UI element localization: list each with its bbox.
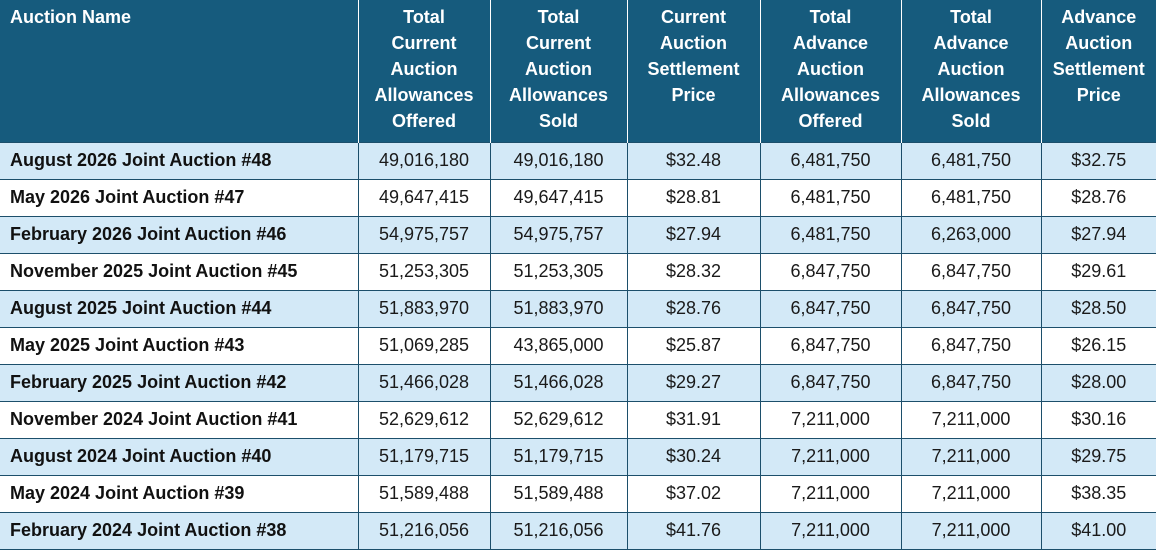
auction-name-cell: May 2024 Joint Auction #39	[0, 474, 359, 513]
table-row: May 2026 Joint Auction #47 49,647,415 49,6…	[0, 178, 1156, 217]
advance-price-cell: $30.16	[1040, 400, 1156, 439]
current-price-cell: $25.87	[626, 326, 761, 365]
advance-sold-cell: 6,481,750	[900, 141, 1042, 180]
auction-name-cell: May 2025 Joint Auction #43	[0, 326, 359, 365]
advance-price-cell: $29.75	[1040, 437, 1156, 476]
current-sold-cell: 52,629,612	[489, 400, 628, 439]
current-sold-cell: 51,589,488	[489, 474, 628, 513]
table-row: May 2024 Joint Auction #39 51,589,488 51,5…	[0, 474, 1156, 513]
current-price-cell: $28.32	[626, 252, 761, 291]
auction-name-cell: November 2025 Joint Auction #45	[0, 252, 359, 291]
table-row: February 2025 Joint Auction #42 51,466,02…	[0, 363, 1156, 402]
current-price-cell: $27.94	[626, 215, 761, 254]
current-sold-cell: 51,883,970	[489, 289, 628, 328]
current-sold-cell: 51,466,028	[489, 363, 628, 402]
table-row: August 2026 Joint Auction #48 49,016,180 4…	[0, 141, 1156, 180]
advance-sold-cell: 6,847,750	[900, 252, 1042, 291]
current-price-cell: $37.02	[626, 474, 761, 513]
auction-name-cell: November 2024 Joint Auction #41	[0, 400, 359, 439]
current-offered-cell: 54,975,757	[357, 215, 491, 254]
current-price-cell: $28.76	[626, 289, 761, 328]
current-sold-cell: 54,975,757	[489, 215, 628, 254]
advance-sold-cell: 6,847,750	[900, 363, 1042, 402]
auction-name-cell: February 2026 Joint Auction #46	[0, 215, 359, 254]
current-offered-cell: 51,589,488	[357, 474, 491, 513]
table-row: February 2024 Joint Auction #38 51,216,05…	[0, 511, 1156, 550]
advance-price-cell: $32.75	[1040, 141, 1156, 180]
header-current-price: Current Auction Settlement Price	[626, 0, 761, 142]
current-offered-cell: 51,253,305	[357, 252, 491, 291]
advance-offered-cell: 6,847,750	[759, 363, 902, 402]
advance-price-cell: $28.00	[1040, 363, 1156, 402]
header-current-offered: Total Current Auction Allowances Offered	[357, 0, 491, 142]
current-offered-cell: 52,629,612	[357, 400, 491, 439]
auction-name-cell: August 2026 Joint Auction #48	[0, 141, 359, 180]
table-row: February 2026 Joint Auction #46 54,975,75…	[0, 215, 1156, 254]
current-sold-cell: 49,647,415	[489, 178, 628, 217]
current-offered-cell: 51,069,285	[357, 326, 491, 365]
advance-offered-cell: 7,211,000	[759, 511, 902, 550]
advance-sold-cell: 6,263,000	[900, 215, 1042, 254]
advance-sold-cell: 6,847,750	[900, 289, 1042, 328]
table-row: May 2025 Joint Auction #43 51,069,285 43,8…	[0, 326, 1156, 365]
current-offered-cell: 49,016,180	[357, 141, 491, 180]
advance-price-cell: $41.00	[1040, 511, 1156, 550]
current-price-cell: $28.81	[626, 178, 761, 217]
advance-offered-cell: 6,847,750	[759, 252, 902, 291]
advance-offered-cell: 6,481,750	[759, 215, 902, 254]
advance-price-cell: $29.61	[1040, 252, 1156, 291]
auction-name-cell: May 2026 Joint Auction #47	[0, 178, 359, 217]
current-price-cell: $31.91	[626, 400, 761, 439]
table-row: November 2024 Joint Auction #41 52,629,61…	[0, 400, 1156, 439]
current-price-cell: $30.24	[626, 437, 761, 476]
current-offered-cell: 49,647,415	[357, 178, 491, 217]
advance-sold-cell: 7,211,000	[900, 437, 1042, 476]
table-body: August 2026 Joint Auction #48 49,016,180 4…	[0, 141, 1156, 550]
advance-sold-cell: 6,847,750	[900, 326, 1042, 365]
advance-offered-cell: 7,211,000	[759, 474, 902, 513]
auction-name-cell: February 2024 Joint Auction #38	[0, 511, 359, 550]
header-advance-price: Advance Auction Settlement Price	[1040, 0, 1156, 142]
current-sold-cell: 51,253,305	[489, 252, 628, 291]
current-sold-cell: 51,216,056	[489, 511, 628, 550]
header-current-sold: Total Current Auction Allowances Sold	[489, 0, 628, 142]
current-offered-cell: 51,466,028	[357, 363, 491, 402]
advance-price-cell: $38.35	[1040, 474, 1156, 513]
current-sold-cell: 51,179,715	[489, 437, 628, 476]
advance-price-cell: $26.15	[1040, 326, 1156, 365]
header-row: Auction Name Total Current Auction Allow…	[0, 0, 1156, 142]
current-offered-cell: 51,883,970	[357, 289, 491, 328]
advance-sold-cell: 7,211,000	[900, 474, 1042, 513]
auction-name-cell: February 2025 Joint Auction #42	[0, 363, 359, 402]
advance-price-cell: $28.50	[1040, 289, 1156, 328]
advance-offered-cell: 6,847,750	[759, 326, 902, 365]
advance-offered-cell: 7,211,000	[759, 400, 902, 439]
advance-offered-cell: 7,211,000	[759, 437, 902, 476]
table-row: November 2025 Joint Auction #45 51,253,30…	[0, 252, 1156, 291]
current-sold-cell: 43,865,000	[489, 326, 628, 365]
advance-offered-cell: 6,481,750	[759, 141, 902, 180]
header-auction-name: Auction Name	[0, 0, 359, 142]
auction-name-cell: August 2025 Joint Auction #44	[0, 289, 359, 328]
current-price-cell: $41.76	[626, 511, 761, 550]
advance-sold-cell: 7,211,000	[900, 400, 1042, 439]
table-row: August 2025 Joint Auction #44 51,883,970 5…	[0, 289, 1156, 328]
advance-price-cell: $28.76	[1040, 178, 1156, 217]
current-offered-cell: 51,216,056	[357, 511, 491, 550]
advance-sold-cell: 7,211,000	[900, 511, 1042, 550]
current-price-cell: $32.48	[626, 141, 761, 180]
current-offered-cell: 51,179,715	[357, 437, 491, 476]
advance-offered-cell: 6,481,750	[759, 178, 902, 217]
current-sold-cell: 49,016,180	[489, 141, 628, 180]
advance-offered-cell: 6,847,750	[759, 289, 902, 328]
auction-name-cell: August 2024 Joint Auction #40	[0, 437, 359, 476]
header-advance-sold: Total Advance Auction Allowances Sold	[900, 0, 1042, 142]
current-price-cell: $29.27	[626, 363, 761, 402]
advance-sold-cell: 6,481,750	[900, 178, 1042, 217]
header-advance-offered: Total Advance Auction Allowances Offered	[759, 0, 902, 142]
advance-price-cell: $27.94	[1040, 215, 1156, 254]
table-row: August 2024 Joint Auction #40 51,179,715 5…	[0, 437, 1156, 476]
